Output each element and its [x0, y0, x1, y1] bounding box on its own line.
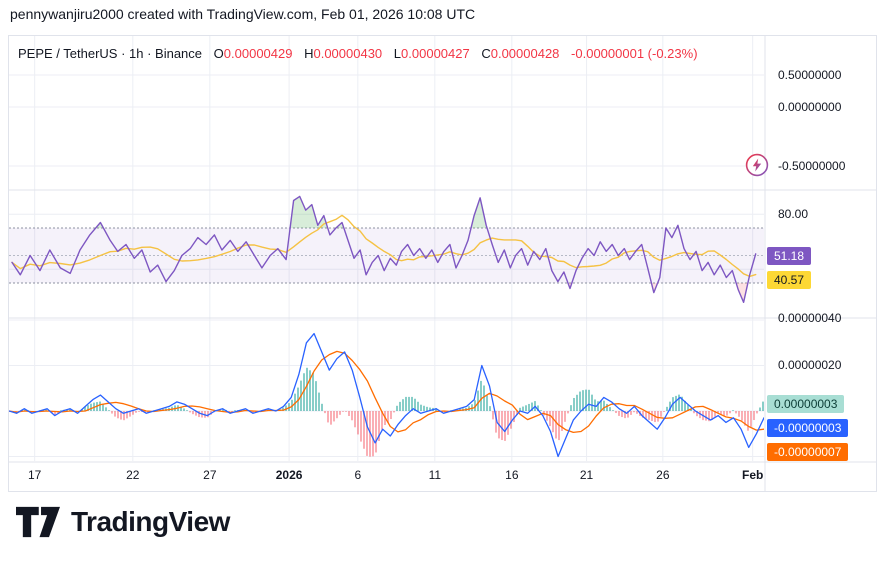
- tradingview-logo-text: TradingView: [71, 506, 230, 537]
- pane1-scale-label: 0.00000000: [778, 100, 842, 114]
- x-tick-label: 2026: [275, 468, 303, 482]
- badge-hist: 0.00000003: [767, 395, 845, 413]
- x-tick-label: 17: [27, 468, 42, 482]
- x-tick-label: 16: [505, 468, 519, 482]
- symbol-title: PEPE / TetherUS · 1h · Binance: [18, 46, 203, 61]
- x-tick-label: 26: [656, 468, 670, 482]
- x-tick-label: 11: [428, 468, 442, 482]
- ohlc-open-label: O: [213, 46, 224, 61]
- ohlc-close-value: 0.00000428: [490, 46, 560, 61]
- x-tick-label: 22: [126, 468, 140, 482]
- x-tick-label: 21: [579, 468, 594, 482]
- ohlc-low-label: L: [393, 46, 402, 61]
- flash-icon[interactable]: [745, 153, 769, 177]
- attribution-text: pennywanjiru2000 created with TradingVie…: [10, 6, 476, 22]
- ohlc-close-label: C: [481, 46, 491, 61]
- macd-scale-label: 0.00000040: [778, 311, 842, 325]
- ohlc-high-label: H: [304, 46, 314, 61]
- x-tick-label: 27: [203, 468, 217, 482]
- symbol-header: PEPE / TetherUS · 1h · Binance O0.000004…: [18, 46, 698, 61]
- tradingview-logo[interactable]: TradingView: [16, 503, 230, 541]
- pane1-scale-label: 0.50000000: [778, 68, 842, 82]
- macd-scale-label: 0.00000020: [778, 358, 842, 372]
- pane1-scale-label: -0.50000000: [778, 159, 846, 173]
- tradingview-logo-icon: [16, 506, 60, 538]
- ohlc-high-value: 0.00000430: [313, 46, 383, 61]
- ohlc-change: -0.00000001 (-0.23%): [571, 46, 698, 61]
- ohlc-low-value: 0.00000427: [401, 46, 470, 61]
- time-axis[interactable]: 17 22 27 2026 6 11 16 21 26 Feb: [0, 463, 886, 491]
- ohlc-open-value: 0.00000429: [223, 46, 293, 61]
- x-tick-label: Feb: [742, 468, 764, 482]
- badge-rsi_ma: 40.57: [767, 271, 812, 289]
- badge-macd: -0.00000003: [767, 419, 849, 437]
- badge-signal: -0.00000007: [767, 443, 849, 461]
- x-tick-label: 6: [354, 468, 362, 482]
- badge-rsi: 51.18: [767, 247, 812, 265]
- rsi-scale-label: 80.00: [778, 207, 809, 221]
